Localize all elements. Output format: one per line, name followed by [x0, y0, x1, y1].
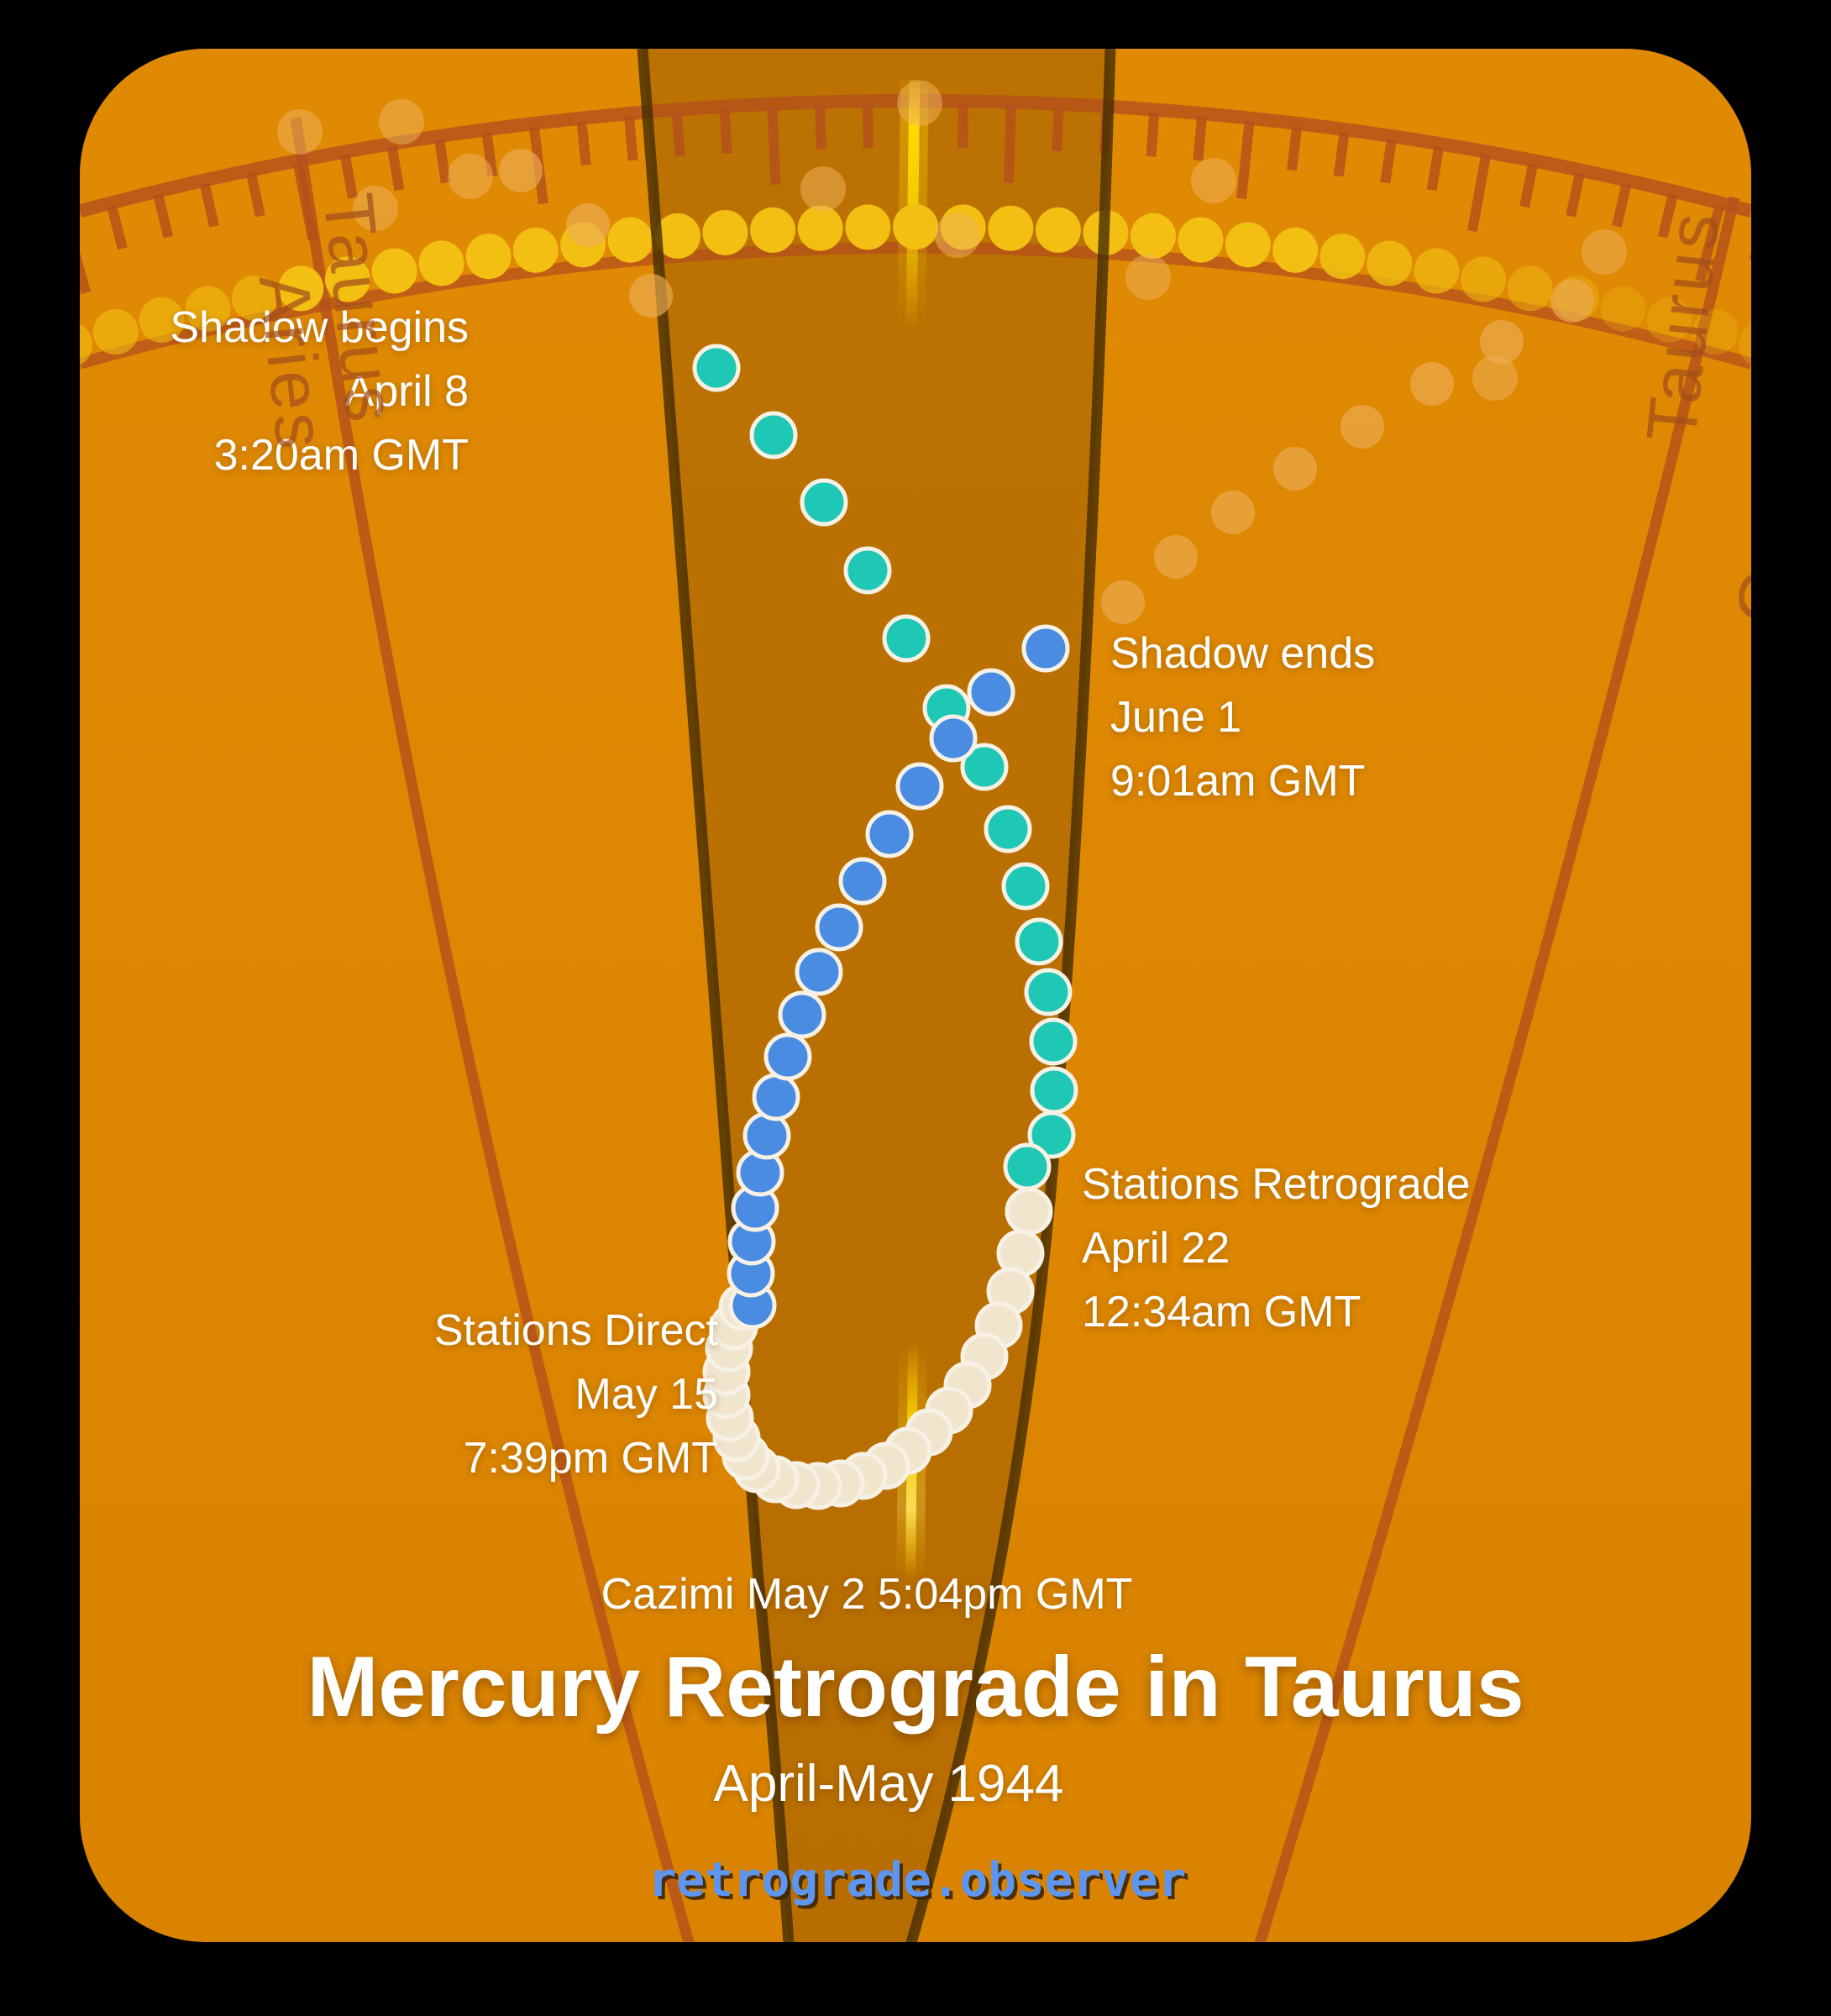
annotation-line: Stations Direct: [433, 1306, 718, 1355]
annotation-shadow-begins: Shadow begins April 8 3:20am GMT: [170, 296, 469, 487]
annotation-line: June 1: [1110, 693, 1242, 742]
website-url: retrograde.observer: [648, 1853, 1187, 1908]
annotation-line: 3:20am GMT: [213, 431, 469, 480]
annotation-line: Stations Retrograde: [1082, 1160, 1471, 1209]
annotation-stations-direct: Stations Direct May 15 7:39pm GMT: [434, 1299, 718, 1490]
annotation-line: Shadow begins: [170, 303, 469, 352]
cazimi-label: Cazimi May 2 5:04pm GMT: [601, 1570, 1133, 1619]
poster-subtitle: April-May 1944: [713, 1755, 1064, 1813]
annotation-line: 9:01am GMT: [1110, 757, 1366, 806]
generated-graphics: [80, 49, 1751, 1942]
annotation-line: April 22: [1082, 1224, 1230, 1273]
annotation-line: 7:39pm GMT: [463, 1434, 718, 1483]
scene-wrap: Shadow begins April 8 3:20am GMT Shadow …: [80, 49, 1751, 1942]
poster-title: Mercury Retrograde in Taurus: [307, 1639, 1524, 1735]
annotation-line: April 8: [344, 367, 469, 416]
annotation-line: May 15: [574, 1370, 718, 1419]
annotation-shadow-ends: Shadow ends June 1 9:01am GMT: [1110, 622, 1375, 813]
card: Shadow begins April 8 3:20am GMT Shadow …: [80, 49, 1751, 1942]
retrograde-scene: [80, 49, 1751, 1942]
annotation-line: Shadow ends: [1110, 629, 1376, 678]
annotation-line: 12:34am GMT: [1082, 1288, 1361, 1336]
annotation-stations-retrograde: Stations Retrograde April 22 12:34am GMT: [1082, 1152, 1471, 1344]
